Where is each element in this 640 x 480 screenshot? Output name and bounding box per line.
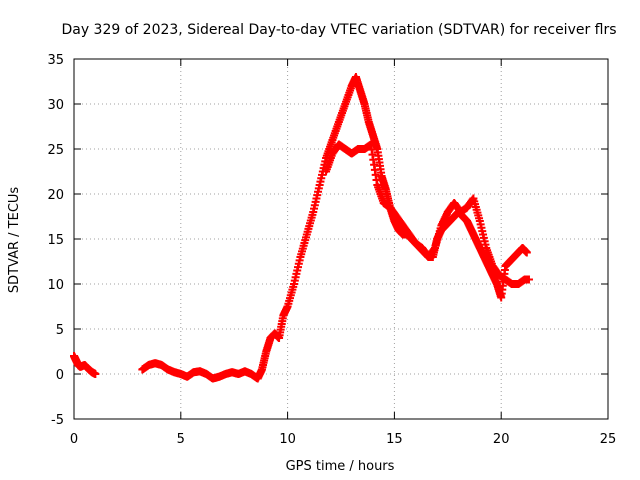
x-tick-label: 25: [600, 432, 617, 447]
x-axis-label: GPS time / hours: [286, 459, 395, 474]
data-point: [522, 248, 531, 257]
y-tick-label: 0: [56, 368, 64, 383]
y-tick-label: -5: [51, 413, 64, 428]
data-point: [91, 370, 100, 378]
data-point: [524, 275, 533, 284]
grid: [74, 59, 608, 419]
chart-title: Day 329 of 2023, Sidereal Day-to-day VTE…: [61, 22, 616, 38]
x-tick-label: 0: [70, 432, 78, 447]
x-tick-labels: 0 5 10 15 20 25: [70, 432, 616, 447]
x-tick-label: 10: [279, 432, 296, 447]
y-tick-label: 35: [47, 53, 64, 68]
y-tick-label: 10: [47, 278, 64, 293]
y-tick-label: 25: [47, 143, 64, 158]
y-tick-label: 20: [47, 188, 64, 203]
x-tick-label: 5: [177, 432, 185, 447]
series-flrs: [70, 73, 533, 383]
y-tick-label: 5: [56, 323, 64, 338]
data-series: [70, 73, 533, 383]
x-tick-label: 20: [493, 432, 510, 447]
tick-marks: [73, 58, 609, 420]
y-axis-label: SDTVAR / TECUs: [7, 187, 22, 294]
y-tick-label: 30: [47, 98, 64, 113]
x-tick-label: 15: [386, 432, 403, 447]
y-tick-label: 15: [47, 233, 64, 248]
y-tick-labels: -5 0 5 10 15 20 25 30 35: [47, 53, 64, 428]
